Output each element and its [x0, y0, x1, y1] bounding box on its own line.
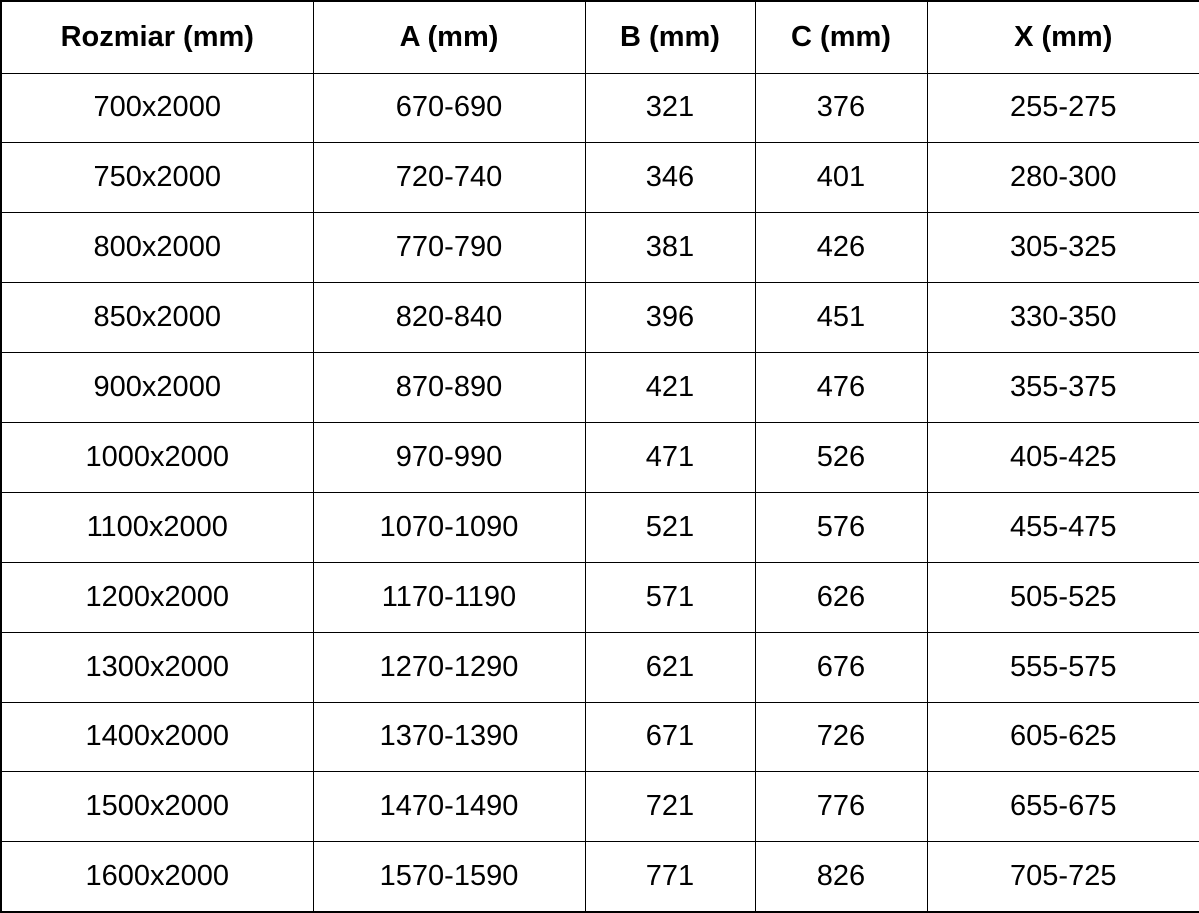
cell-x: 555-575: [926, 631, 1199, 703]
cell-rozmiar: 1100x2000: [0, 491, 314, 563]
cell-x: 405-425: [926, 421, 1199, 493]
column-header-c: C (mm): [754, 0, 928, 74]
cell-b: 321: [584, 72, 756, 144]
cell-a: 820-840: [312, 282, 586, 354]
cell-a: 720-740: [312, 142, 586, 214]
cell-a: 1470-1490: [312, 771, 586, 843]
cell-rozmiar: 1600x2000: [0, 841, 314, 913]
cell-a: 770-790: [312, 212, 586, 284]
cell-x: 255-275: [926, 72, 1199, 144]
cell-rozmiar: 1300x2000: [0, 631, 314, 703]
cell-b: 381: [584, 212, 756, 284]
cell-x: 305-325: [926, 212, 1199, 284]
cell-b: 721: [584, 771, 756, 843]
header-row: Rozmiar (mm) A (mm) B (mm) C (mm) X (mm): [0, 0, 1199, 74]
cell-a: 1570-1590: [312, 841, 586, 913]
table-row: 1200x2000 1170-1190 571 626 505-525: [0, 561, 1199, 633]
cell-a: 1070-1090: [312, 491, 586, 563]
cell-rozmiar: 1500x2000: [0, 771, 314, 843]
cell-c: 376: [754, 72, 928, 144]
cell-b: 671: [584, 701, 756, 773]
cell-x: 280-300: [926, 142, 1199, 214]
column-header-rozmiar: Rozmiar (mm): [0, 0, 314, 74]
cell-rozmiar: 750x2000: [0, 142, 314, 214]
cell-b: 346: [584, 142, 756, 214]
cell-c: 826: [754, 841, 928, 913]
cell-c: 726: [754, 701, 928, 773]
column-header-b: B (mm): [584, 0, 756, 74]
cell-rozmiar: 1400x2000: [0, 701, 314, 773]
cell-rozmiar: 800x2000: [0, 212, 314, 284]
table-row: 900x2000 870-890 421 476 355-375: [0, 352, 1199, 423]
cell-rozmiar: 850x2000: [0, 282, 314, 354]
cell-x: 455-475: [926, 491, 1199, 563]
cell-x: 705-725: [926, 841, 1199, 913]
cell-b: 521: [584, 491, 756, 563]
cell-x: 355-375: [926, 352, 1199, 423]
cell-b: 471: [584, 421, 756, 493]
column-header-x: X (mm): [926, 0, 1199, 74]
cell-b: 621: [584, 631, 756, 703]
cell-a: 670-690: [312, 72, 586, 144]
cell-b: 421: [584, 352, 756, 423]
cell-c: 426: [754, 212, 928, 284]
table-row: 1600x2000 1570-1590 771 826 705-725: [0, 841, 1199, 913]
table-row: 700x2000 670-690 321 376 255-275: [0, 72, 1199, 144]
column-header-a: A (mm): [312, 0, 586, 74]
cell-c: 626: [754, 561, 928, 633]
table-row: 850x2000 820-840 396 451 330-350: [0, 282, 1199, 354]
cell-c: 676: [754, 631, 928, 703]
table-row: 1300x2000 1270-1290 621 676 555-575: [0, 631, 1199, 703]
cell-a: 870-890: [312, 352, 586, 423]
table-row: 1100x2000 1070-1090 521 576 455-475: [0, 491, 1199, 563]
cell-a: 1170-1190: [312, 561, 586, 633]
cell-a: 1270-1290: [312, 631, 586, 703]
table-row: 800x2000 770-790 381 426 305-325: [0, 212, 1199, 284]
cell-c: 776: [754, 771, 928, 843]
table-row: 1000x2000 970-990 471 526 405-425: [0, 421, 1199, 493]
table-row: 1500x2000 1470-1490 721 776 655-675: [0, 771, 1199, 843]
cell-c: 576: [754, 491, 928, 563]
cell-c: 401: [754, 142, 928, 214]
cell-c: 526: [754, 421, 928, 493]
table-row: 750x2000 720-740 346 401 280-300: [0, 142, 1199, 214]
cell-b: 771: [584, 841, 756, 913]
cell-rozmiar: 900x2000: [0, 352, 314, 423]
cell-a: 1370-1390: [312, 701, 586, 773]
cell-c: 451: [754, 282, 928, 354]
cell-x: 330-350: [926, 282, 1199, 354]
cell-b: 396: [584, 282, 756, 354]
cell-x: 505-525: [926, 561, 1199, 633]
cell-x: 655-675: [926, 771, 1199, 843]
cell-b: 571: [584, 561, 756, 633]
cell-rozmiar: 1200x2000: [0, 561, 314, 633]
cell-x: 605-625: [926, 701, 1199, 773]
cell-a: 970-990: [312, 421, 586, 493]
cell-rozmiar: 1000x2000: [0, 421, 314, 493]
cell-c: 476: [754, 352, 928, 423]
table-row: 1400x2000 1370-1390 671 726 605-625: [0, 701, 1199, 773]
cell-rozmiar: 700x2000: [0, 72, 314, 144]
